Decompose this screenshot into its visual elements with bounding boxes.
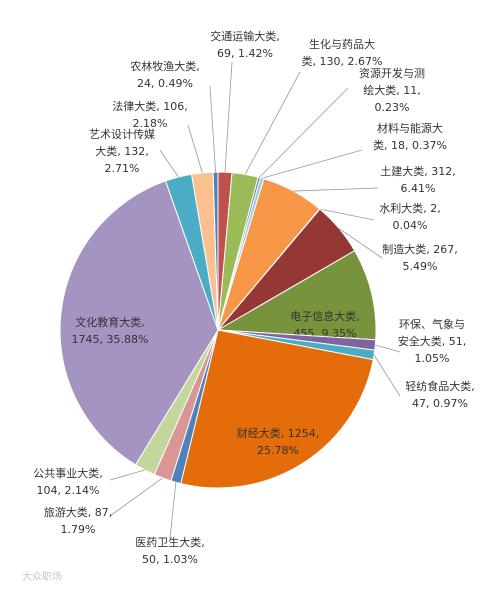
leader-line	[169, 482, 177, 539]
data-label: 绘大类, 11,	[363, 83, 421, 97]
pie-slice	[180, 329, 374, 489]
data-label: 公共事业大类,	[33, 466, 103, 480]
data-label: 2.71%	[105, 162, 140, 175]
pie-slice	[216, 250, 377, 341]
data-label: 47, 0.97%	[412, 397, 468, 410]
leader-line	[319, 208, 375, 221]
leader-line	[258, 87, 349, 178]
leader-line	[373, 354, 401, 397]
data-label: 医药卫生大类,	[135, 535, 205, 549]
leader-line	[338, 228, 383, 259]
data-label: 6.41%	[401, 182, 436, 195]
data-label: 安全大类, 51,	[398, 334, 467, 348]
data-label: 类, 130, 2.67%	[302, 54, 383, 68]
data-label: 农林牧渔大类,	[130, 59, 200, 73]
data-label: 材料与能源大	[377, 121, 443, 135]
data-label: 轻纺食品大类,	[405, 379, 475, 393]
data-label: 艺术设计传媒	[89, 128, 155, 141]
leader-line	[109, 469, 145, 481]
pie-slice	[212, 171, 219, 331]
data-label: 旅游大类, 87,	[44, 505, 113, 519]
data-label: 财经大类, 1254,	[237, 426, 319, 440]
data-label: 50, 1.03%	[142, 553, 198, 566]
data-label: 类, 18, 0.37%	[373, 138, 447, 152]
data-label: 水利大类, 2,	[379, 201, 441, 215]
data-label: 文化教育大类,	[75, 315, 145, 329]
leader-line	[187, 124, 203, 173]
data-label: 24, 0.49%	[137, 77, 193, 90]
leader-line	[209, 85, 216, 173]
data-label: 资源开发与测	[359, 66, 425, 80]
data-label: 环保、气象与	[399, 317, 465, 331]
data-label: 0.23%	[375, 101, 410, 114]
data-label: 0.04%	[393, 219, 428, 232]
pie-slice	[59, 180, 219, 466]
data-label: 2.18%	[133, 117, 168, 130]
data-label: 69, 1.42%	[217, 47, 273, 60]
data-label: 交通运输大类,	[210, 29, 280, 43]
leader-line	[224, 61, 233, 173]
data-label: 法律大类, 106,	[112, 99, 188, 113]
data-label: 1.05%	[415, 352, 450, 365]
leader-line	[293, 187, 379, 192]
data-label: 25.78%	[257, 444, 299, 457]
data-label: 5.49%	[403, 260, 438, 273]
data-label: 生化与药品大	[309, 37, 375, 51]
data-label: 1.79%	[61, 523, 96, 536]
watermark: 大众职场	[22, 570, 62, 583]
leader-line	[244, 71, 301, 175]
data-label: 电子信息大类,	[290, 309, 360, 323]
data-label: 1745, 35.88%	[72, 333, 149, 346]
leader-line	[109, 477, 163, 517]
data-label: 104, 2.14%	[37, 484, 100, 497]
data-label: 大类, 132,	[95, 144, 149, 158]
leader-line	[261, 149, 363, 179]
data-label: 土建大类, 312,	[380, 164, 456, 178]
data-label: 制造大类, 267,	[382, 242, 458, 256]
leader-line	[159, 149, 179, 178]
leader-line	[375, 344, 401, 353]
